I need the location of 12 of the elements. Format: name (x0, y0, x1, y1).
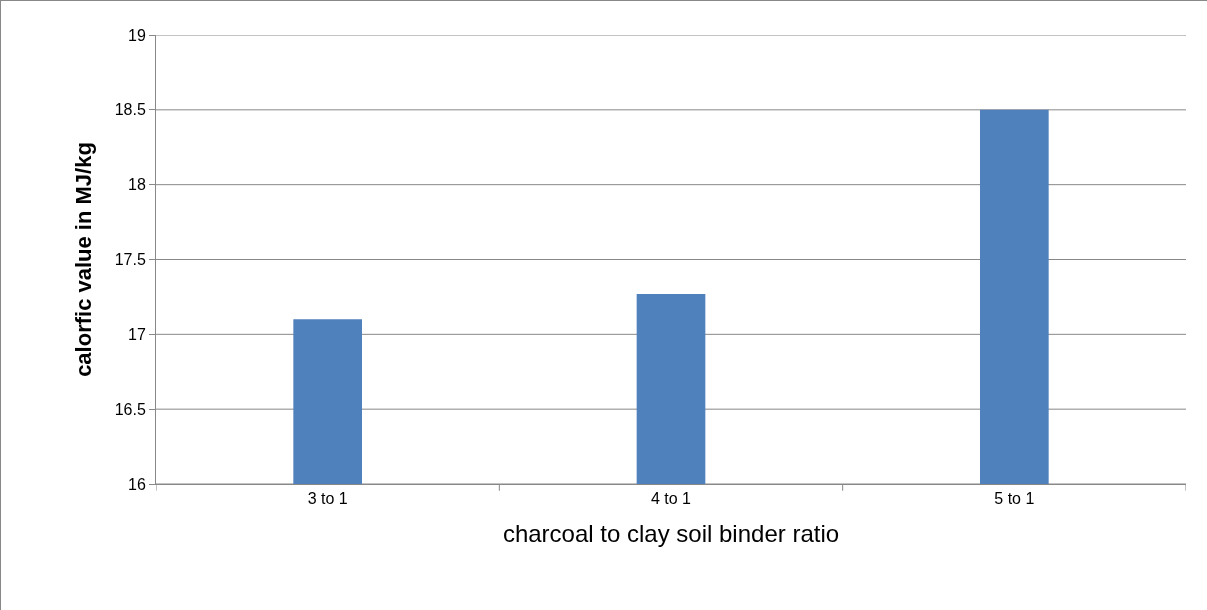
x-tick-label: 3 to 1 (307, 490, 348, 508)
y-tick-label: 18.5 (114, 101, 146, 119)
y-tick-label: 18 (128, 176, 146, 194)
y-tick-label: 17.5 (114, 251, 146, 269)
y-tick-label: 16 (128, 475, 146, 493)
y-axis-title: calorfic value in MJ/kg (71, 142, 97, 377)
x-tick-label: 4 to 1 (650, 490, 692, 508)
y-tick-label: 17 (128, 325, 146, 343)
y-tick-label: 16.5 (114, 400, 146, 418)
x-tick-label: 5 to 1 (994, 490, 1035, 508)
x-axis-title: charcoal to clay soil binder ratio (502, 519, 840, 547)
y-tick-label: 19 (128, 26, 146, 44)
